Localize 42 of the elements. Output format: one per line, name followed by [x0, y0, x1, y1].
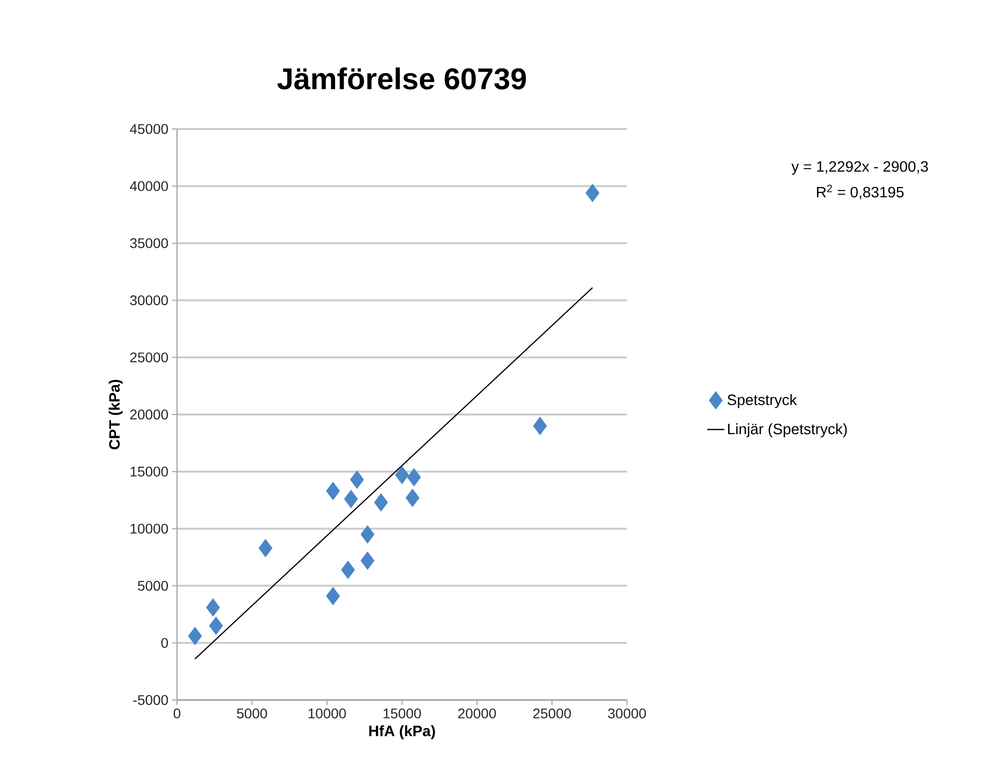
- point: [360, 551, 374, 570]
- y-tick-label: 35000: [130, 238, 168, 248]
- y-tick-label: 40000: [130, 181, 168, 192]
- y-axis-title: CPT (kPa): [108, 380, 123, 450]
- point: [374, 493, 388, 512]
- point: [350, 470, 364, 489]
- point: [407, 468, 421, 487]
- point: [406, 488, 420, 508]
- x-tick-label: 5000: [236, 708, 268, 718]
- chart-title: Jämförelse 60739: [277, 67, 526, 90]
- point: [360, 525, 374, 544]
- point: [326, 586, 340, 606]
- text: y = 1,2292x - 2900,3: [791, 161, 928, 175]
- y-tick-label: 30000: [130, 295, 168, 306]
- point: [206, 598, 220, 617]
- legend-label: Spetstryck: [728, 394, 797, 408]
- y-tick-label: 15000: [130, 466, 168, 477]
- point: [344, 490, 358, 508]
- legend-label: Linjär (Spetstryck): [728, 423, 847, 438]
- y-tick-label: 45000: [130, 124, 168, 134]
- y-tick-label: 25000: [130, 352, 168, 362]
- x-tick-label: 10000: [308, 708, 346, 718]
- point: [586, 184, 600, 202]
- x-axis-title: HfA (kPa): [369, 725, 435, 740]
- point: [209, 616, 223, 635]
- point: [341, 560, 355, 580]
- text: R$^{2}$ = 0,83195: [817, 184, 904, 200]
- x-tick-label: 30000: [608, 708, 646, 718]
- x-tick-label: 0: [174, 708, 180, 718]
- x-tick-label: 15000: [384, 708, 421, 718]
- x-tick-label: 20000: [458, 708, 496, 718]
- point: [326, 482, 340, 500]
- y-tick-label: 0: [161, 638, 168, 648]
- y-tick-label: -5000: [133, 695, 168, 705]
- point: [188, 626, 202, 646]
- x-tick-label: 25000: [533, 708, 571, 718]
- y-tick-label: 20000: [130, 410, 168, 420]
- y-tick-label: 10000: [130, 524, 168, 534]
- point: [533, 416, 547, 436]
- y-tick-label: 5000: [138, 580, 168, 591]
- point: [258, 538, 272, 558]
- point: [395, 466, 409, 484]
